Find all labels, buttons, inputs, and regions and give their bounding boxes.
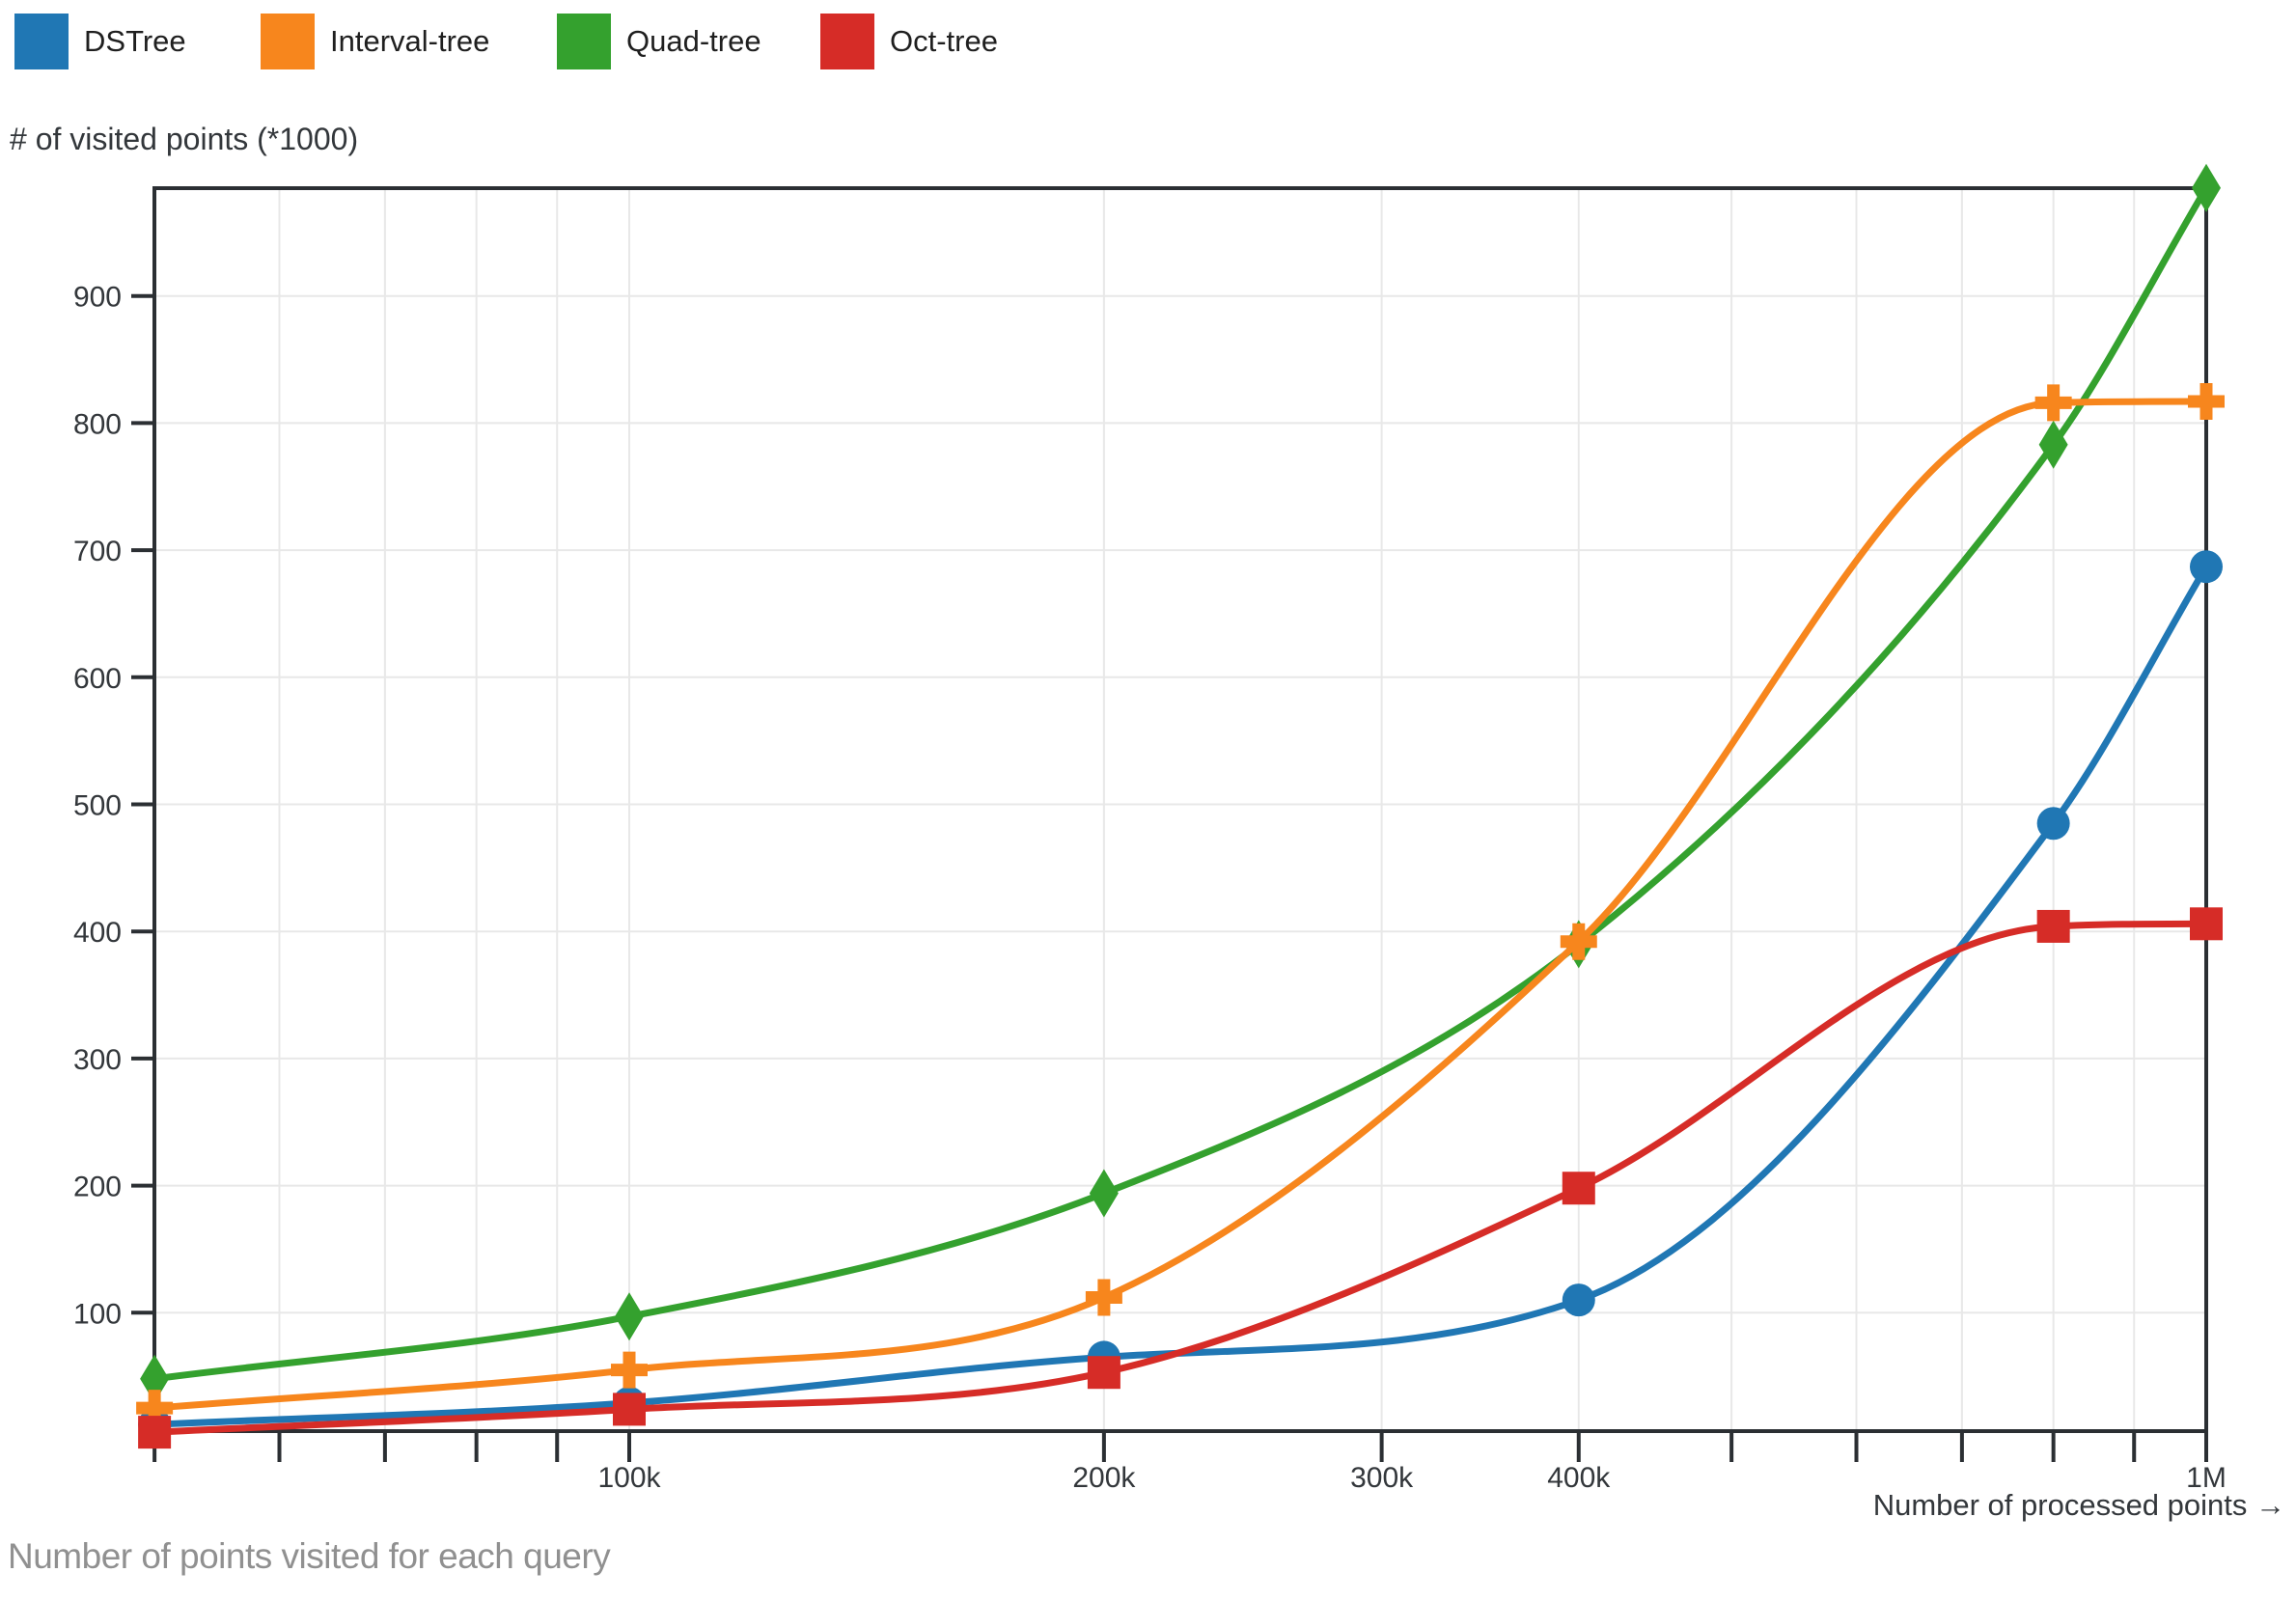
data-point-marker-Oct-tree	[1562, 1172, 1595, 1205]
data-point-marker-DSTree	[2036, 807, 2070, 841]
x-tick-label: 100k	[597, 1462, 661, 1494]
data-point-marker-Quad-tree	[615, 1292, 644, 1341]
legend-swatch-interval-tree	[261, 14, 315, 69]
y-tick-label: 900	[73, 282, 122, 314]
series-line-Oct-tree	[151, 920, 2210, 1436]
y-tick-label: 400	[73, 917, 122, 949]
y-tick-label: 700	[73, 536, 122, 567]
legend-label: Quad-tree	[626, 24, 761, 58]
legend-item-dstree[interactable]: DSTree	[14, 14, 186, 69]
y-tick-label: 300	[73, 1044, 122, 1076]
data-point-marker-Interval-tree	[2034, 384, 2072, 422]
legend-item-quad-tree[interactable]: Quad-tree	[557, 14, 761, 69]
y-tick-label: 200	[73, 1172, 122, 1203]
legend-item-oct-tree[interactable]: Oct-tree	[820, 14, 998, 69]
series-line-Quad-tree	[151, 184, 2210, 1383]
data-point-marker-Interval-tree	[136, 1390, 174, 1427]
data-point-marker-Quad-tree	[1089, 1169, 1119, 1218]
x-tick-label: 400k	[1547, 1462, 1611, 1494]
y-axis-title: # of visited points (*1000)	[10, 122, 359, 156]
data-point-marker-Oct-tree	[613, 1393, 646, 1426]
data-point-marker-Quad-tree	[2192, 163, 2221, 212]
data-point-marker-DSTree	[2190, 550, 2223, 584]
x-tick-label: 300k	[1350, 1462, 1414, 1494]
y-tick-label: 600	[73, 663, 122, 695]
legend-swatch-oct-tree	[820, 14, 874, 69]
legend-label: DSTree	[84, 24, 186, 58]
data-point-marker-Interval-tree	[611, 1351, 648, 1389]
y-tick-label: 500	[73, 790, 122, 822]
data-point-marker-Oct-tree	[2190, 907, 2223, 941]
data-point-marker-Oct-tree	[1087, 1356, 1120, 1390]
legend-label: Oct-tree	[890, 24, 998, 58]
legend: DSTree Interval-tree Quad-tree Oct-tree	[0, 0, 2296, 83]
data-point-marker-Interval-tree	[1560, 923, 1597, 960]
x-tick-label: 1M	[2186, 1462, 2227, 1494]
data-point-marker-Oct-tree	[2036, 909, 2070, 943]
legend-swatch-dstree	[14, 14, 69, 69]
series-line-Interval-tree	[151, 398, 2210, 1412]
chart-caption: Number of points visited for each query	[8, 1536, 611, 1576]
plot-border	[152, 186, 2208, 1433]
y-tick-label: 800	[73, 408, 122, 440]
data-point-marker-Interval-tree	[1085, 1279, 1122, 1316]
data-point-marker-DSTree	[1562, 1283, 1595, 1317]
y-tick-label: 100	[73, 1298, 122, 1330]
data-point-marker-Interval-tree	[2188, 383, 2225, 421]
data-point-marker-Oct-tree	[138, 1416, 172, 1449]
x-axis-title: Number of processed points →	[1872, 1488, 2285, 1522]
data-point-marker-Quad-tree	[140, 1354, 170, 1403]
x-tick-label: 200k	[1072, 1462, 1136, 1494]
legend-swatch-quad-tree	[557, 14, 611, 69]
data-point-marker-Quad-tree	[2038, 420, 2068, 469]
legend-label: Interval-tree	[330, 24, 490, 58]
legend-item-interval-tree[interactable]: Interval-tree	[261, 14, 489, 69]
series-line-DSTree	[151, 563, 2210, 1428]
